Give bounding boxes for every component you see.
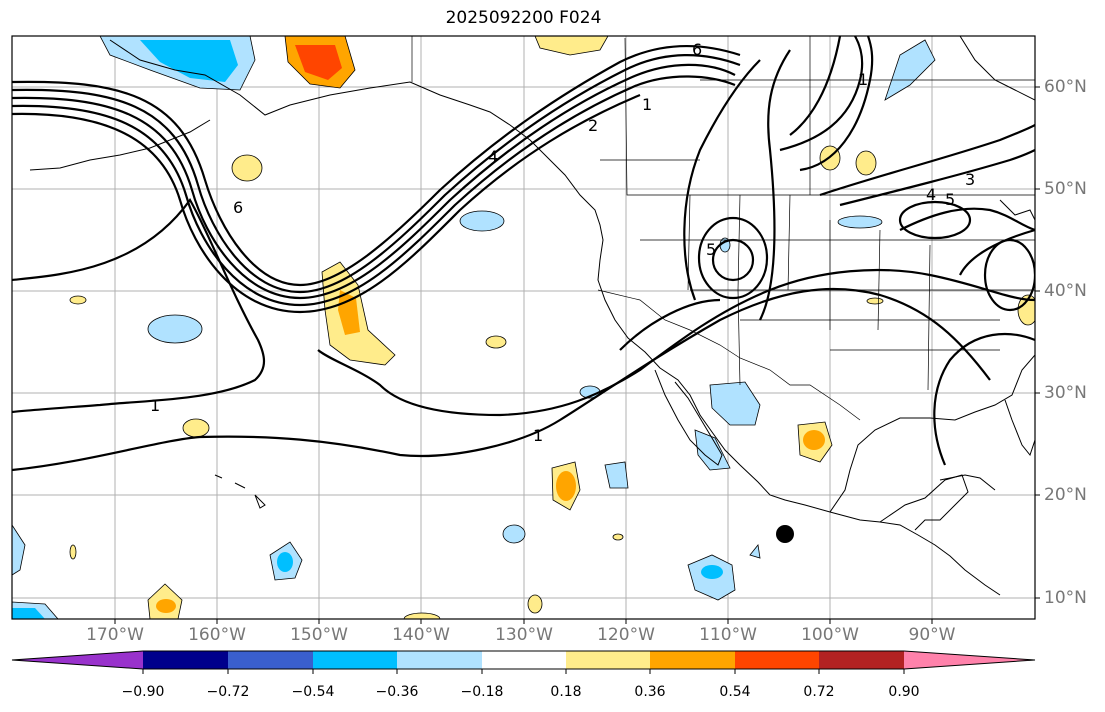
colorbar-tick-label: 0.36 xyxy=(634,684,666,700)
colorbar-tick-label: −0.72 xyxy=(206,684,250,700)
colorbar-segment xyxy=(228,651,313,669)
contour-lines xyxy=(12,36,1035,472)
contour-label: 3 xyxy=(965,170,975,189)
contour-label: 2 xyxy=(588,116,598,135)
colorbar-segment xyxy=(819,651,904,669)
lat-label: 40°N xyxy=(1044,281,1087,301)
shaded-anomalies xyxy=(12,36,1035,619)
lon-label: 160°W xyxy=(188,625,246,645)
lat-label: 20°N xyxy=(1044,485,1087,505)
colorbar-segment xyxy=(650,651,735,669)
lon-label: 130°W xyxy=(495,625,553,645)
storm-position-dot xyxy=(776,525,794,543)
contour-label: 4 xyxy=(488,147,498,166)
lat-ticks xyxy=(1035,86,1040,599)
political-borders xyxy=(411,36,1035,421)
lon-label: 140°W xyxy=(392,625,450,645)
contour-label-group: 1 1 1 2 3 4 4 5 5 6 6 1 xyxy=(150,40,975,445)
colorbar-tick-label: 0.54 xyxy=(719,684,751,700)
colorbar-over-triangle xyxy=(904,651,1035,669)
lon-ticks xyxy=(114,619,933,624)
lon-label: 110°W xyxy=(699,625,757,645)
lon-label: 100°W xyxy=(801,625,859,645)
colorbar-under-triangle xyxy=(12,651,143,669)
colorbar-segment xyxy=(397,651,482,669)
lon-label: 120°W xyxy=(597,625,655,645)
colorbar-segment xyxy=(735,651,819,669)
colorbar-tick-label: −0.54 xyxy=(291,684,335,700)
colorbar-segment xyxy=(313,651,397,669)
lat-label: 10°N xyxy=(1044,588,1087,608)
colorbar-tick-label: −0.90 xyxy=(121,684,165,700)
contour-label: 1 xyxy=(642,95,652,114)
lat-label: 50°N xyxy=(1044,179,1087,199)
lon-label: 90°W xyxy=(908,625,956,645)
lon-label: 150°W xyxy=(290,625,348,645)
colorbar-segment xyxy=(143,651,228,669)
lat-label: 60°N xyxy=(1044,77,1087,97)
contour-label: 1 xyxy=(533,426,543,445)
colorbar-tick-label: 0.72 xyxy=(803,684,835,700)
contour-label: 6 xyxy=(692,40,702,59)
colorbar-segment xyxy=(566,651,650,669)
coastlines xyxy=(29,36,1035,596)
contour-label: 1 xyxy=(858,70,868,89)
colorbar-tick-label: −0.18 xyxy=(460,684,504,700)
colorbar xyxy=(11,650,1036,674)
contour-label: 4 xyxy=(926,185,936,204)
colorbar-tick-label: −0.36 xyxy=(375,684,419,700)
contour-label: 1 xyxy=(150,396,160,415)
lon-label: 170°W xyxy=(86,625,144,645)
contour-label: 5 xyxy=(706,240,716,259)
contour-label: 5 xyxy=(945,190,955,209)
colorbar-tick-label: 0.90 xyxy=(888,684,920,700)
contour-label: 6 xyxy=(233,198,243,217)
colorbar-segment xyxy=(482,651,566,669)
colorbar-tick-label: 0.18 xyxy=(550,684,582,700)
map-title: 2025092200 F024 xyxy=(445,8,602,28)
lat-label: 30°N xyxy=(1044,383,1087,403)
